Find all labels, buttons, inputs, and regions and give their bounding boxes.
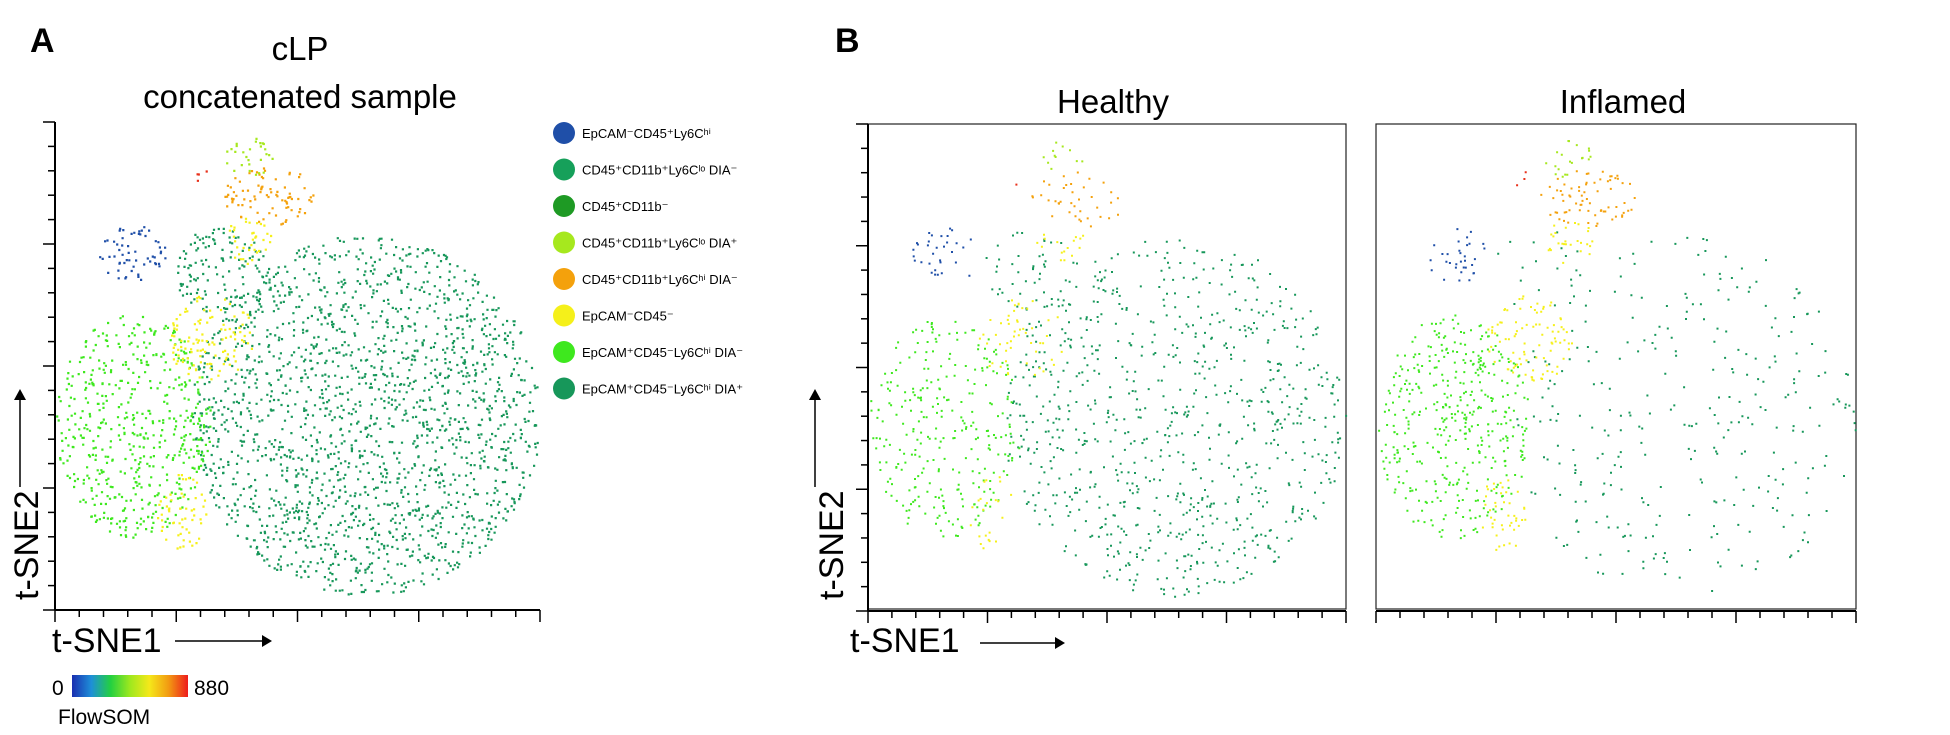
cluster-yellow-mid bbox=[1487, 295, 1573, 382]
cluster-green bbox=[870, 320, 1021, 538]
cluster-lime bbox=[226, 137, 274, 176]
plot-a-points bbox=[56, 137, 539, 596]
cluster-yellow-top bbox=[1547, 222, 1594, 264]
panel-b-letter: B bbox=[835, 22, 860, 60]
cluster-blue bbox=[1429, 228, 1486, 282]
panel-b-xarrow-head bbox=[1055, 637, 1065, 649]
cluster-yellow-mid bbox=[978, 299, 1063, 376]
cluster-red bbox=[196, 170, 208, 182]
panel-a-xlabel: t-SNE1 bbox=[52, 622, 162, 660]
colorbar-min-label: 0 bbox=[52, 677, 64, 700]
legend-label: CD45⁺CD11b⁺Ly6Cʰⁱ DIA⁻ bbox=[582, 272, 738, 287]
plot-a-ticks bbox=[43, 121, 541, 622]
legend-label: CD45⁺CD11b⁺Ly6Cˡᵒ DIA⁻ bbox=[582, 163, 737, 178]
cluster-yellow-low bbox=[1481, 479, 1527, 551]
plot-inflamed-ticks bbox=[1375, 611, 1857, 623]
cluster-orange bbox=[1540, 170, 1636, 227]
legend-swatch bbox=[553, 268, 575, 290]
panel-b-yarrow-head bbox=[809, 389, 821, 400]
legend: EpCAM⁻CD45⁺Ly6Cʰⁱ CD45⁺CD11b⁺Ly6Cˡᵒ DIA⁻ C… bbox=[553, 122, 743, 400]
cluster-yellow-top bbox=[1036, 233, 1085, 262]
panel-a-yarrow-head bbox=[14, 389, 26, 400]
cluster-red bbox=[1015, 183, 1018, 186]
panel-a-ylabel: t-SNE2 bbox=[8, 490, 46, 600]
cluster-blue bbox=[912, 227, 972, 277]
cluster-orange bbox=[224, 167, 315, 226]
cluster-main bbox=[192, 237, 539, 596]
panel-b-ylabel: t-SNE2 bbox=[813, 490, 851, 600]
panel-a-title-line1: cLP bbox=[272, 30, 329, 67]
plot-inflamed bbox=[1375, 123, 1857, 623]
legend-label: CD45⁺CD11b⁻ bbox=[582, 199, 668, 214]
cluster-green bbox=[56, 315, 212, 539]
cluster-yellow-low bbox=[969, 476, 1013, 550]
cluster-yellow-mid bbox=[171, 295, 253, 381]
plot-inflamed-frame bbox=[1375, 123, 1857, 610]
panel-a-letter: A bbox=[30, 22, 55, 60]
plot-healthy-points bbox=[870, 141, 1348, 598]
panel-b-title-inflamed: Inflamed bbox=[1560, 83, 1687, 120]
legend-swatch bbox=[553, 304, 575, 327]
plot-healthy-ticks bbox=[856, 123, 1347, 623]
panel-b-xlabel: t-SNE1 bbox=[850, 622, 960, 660]
legend-label: EpCAM⁺CD45⁻Ly6Cʰⁱ DIA⁻ bbox=[582, 345, 743, 360]
plot-healthy bbox=[856, 123, 1348, 623]
cluster-green bbox=[1378, 314, 1529, 540]
cluster-main-upper bbox=[985, 231, 1078, 311]
cluster-main-upper bbox=[1497, 231, 1579, 307]
cluster-main bbox=[1516, 236, 1857, 592]
plot-a bbox=[43, 121, 541, 622]
cluster-red bbox=[1516, 171, 1527, 187]
legend-swatch bbox=[553, 377, 575, 400]
cluster-orange bbox=[1031, 171, 1119, 228]
colorbar-max-label: 880 bbox=[194, 677, 229, 700]
legend-swatch bbox=[553, 195, 575, 217]
legend-swatch bbox=[553, 231, 575, 254]
plot-inflamed-points bbox=[1378, 140, 1857, 592]
cluster-blue bbox=[99, 226, 167, 281]
cluster-main bbox=[1006, 239, 1348, 598]
legend-label: CD45⁺CD11b⁺Ly6Cˡᵒ DIA⁺ bbox=[582, 236, 737, 251]
legend-swatch bbox=[553, 341, 575, 363]
cluster-lime bbox=[1042, 141, 1084, 170]
legend-swatch bbox=[553, 158, 575, 181]
plot-healthy-frame bbox=[867, 123, 1347, 610]
legend-label: EpCAM⁻CD45⁺Ly6Cʰⁱ bbox=[582, 126, 711, 141]
colorbar-gradient bbox=[72, 675, 188, 697]
legend-label: EpCAM⁻CD45⁻ bbox=[582, 309, 674, 324]
colorbar-title: FlowSOM bbox=[58, 706, 150, 729]
legend-label: EpCAM⁺CD45⁻Ly6Cʰⁱ DIA⁺ bbox=[582, 382, 743, 397]
panel-a-title-line2: concatenated sample bbox=[143, 78, 457, 115]
colorbar: 0 880 FlowSOM bbox=[52, 675, 229, 729]
cluster-yellow-low bbox=[157, 474, 208, 550]
panel-b-title-healthy: Healthy bbox=[1057, 83, 1169, 120]
panel-a-xarrow-head bbox=[262, 635, 272, 647]
legend-swatch bbox=[553, 122, 575, 144]
cluster-lime bbox=[1545, 140, 1592, 178]
